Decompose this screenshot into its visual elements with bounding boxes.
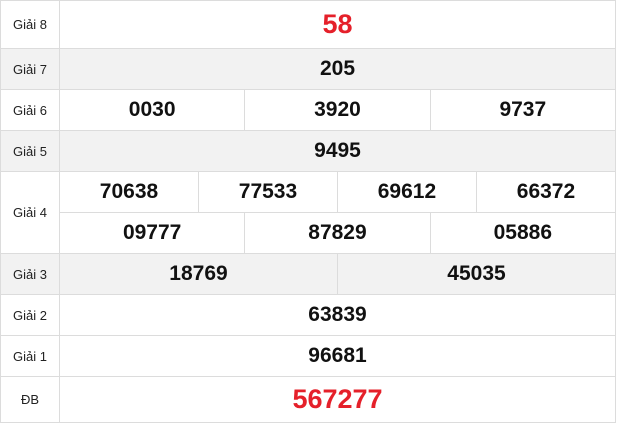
prize-label: Giải 8 <box>0 0 60 49</box>
prize-number: 87829 <box>244 212 431 254</box>
prize-label: Giải 2 <box>0 294 60 336</box>
prize-number: 3920 <box>244 89 431 131</box>
prize-number: 63839 <box>59 294 616 336</box>
row-giai-8: Giải 8 58 <box>0 0 616 49</box>
prize-number: 205 <box>59 48 616 90</box>
prize-number: 567277 <box>59 376 616 423</box>
prize-label: Giải 3 <box>0 253 60 295</box>
prize-label: Giải 4 <box>0 171 60 254</box>
prize-number: 77533 <box>197 171 338 213</box>
row-giai-1: Giải 1 96681 <box>0 335 616 377</box>
row-giai-2: Giải 2 63839 <box>0 294 616 336</box>
prize-number: 70638 <box>59 171 199 213</box>
prize-label: Giải 1 <box>0 335 60 377</box>
prize-number: 0030 <box>58 89 246 131</box>
row-giai-6: Giải 6 0030 3920 9737 <box>0 89 617 131</box>
prize-label: ĐB <box>0 376 60 423</box>
prize-number: 09777 <box>58 212 246 254</box>
prize-label: Giải 7 <box>0 48 60 90</box>
row-giai-4: Giải 4 70638 77533 69612 66372 <box>0 171 617 254</box>
prize-number: 45035 <box>336 253 617 295</box>
prize-number: 9737 <box>429 89 617 131</box>
row-giai-3: Giải 3 18769 45035 <box>0 253 617 295</box>
prize-number: 69612 <box>336 171 477 213</box>
prize-number: 96681 <box>59 335 616 377</box>
prize-number: 58 <box>59 0 616 49</box>
prize-number: 05886 <box>429 212 617 254</box>
row-giai-5: Giải 5 9495 <box>0 130 616 172</box>
row-giai-7: Giải 7 205 <box>0 48 616 90</box>
prize-label: Giải 6 <box>0 89 60 131</box>
prize-label: Giải 5 <box>0 130 60 172</box>
lottery-results-table: Giải 8 58 Giải 7 205 Giải 6 0030 3920 97… <box>0 0 617 423</box>
row-dac-biet: ĐB 567277 <box>0 376 616 423</box>
row-giai-4b: 09777 87829 05886 <box>1 212 617 254</box>
prize-number: 18769 <box>59 253 338 295</box>
prize-number: 66372 <box>475 171 617 213</box>
prize-number: 9495 <box>59 130 616 172</box>
